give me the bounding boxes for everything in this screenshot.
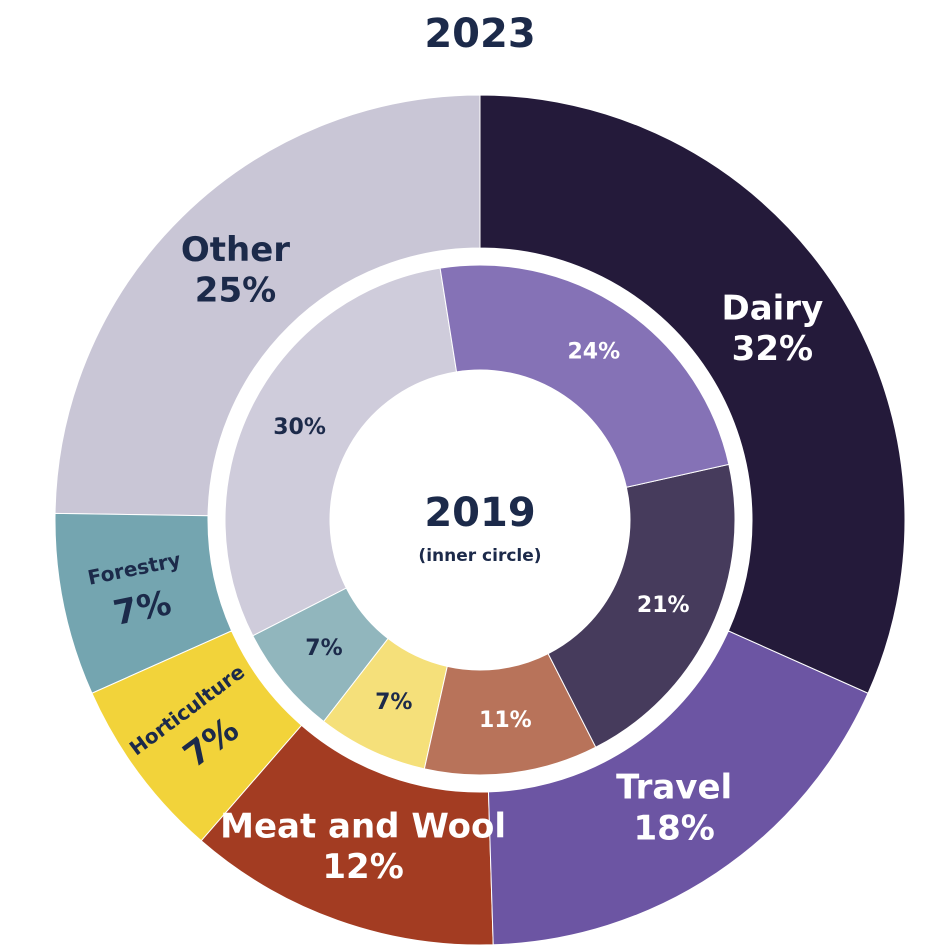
- donut-segment: [423, 652, 597, 776]
- segment-label: Meat and Wool: [220, 806, 506, 846]
- value-label: 7%: [305, 636, 342, 661]
- segment-label: Travel: [616, 767, 732, 807]
- donut-segment: [252, 587, 389, 723]
- donut-segment: [487, 630, 869, 946]
- donut-segment: [54, 512, 233, 694]
- donut-segment: [91, 630, 303, 842]
- value-label: 25%: [195, 271, 276, 311]
- value-label: 11%: [479, 708, 532, 733]
- donut-segment: [547, 463, 736, 748]
- center-subtitle: (inner circle): [418, 546, 541, 566]
- chart-title: 2023: [424, 11, 535, 57]
- donut-segment: [54, 94, 481, 517]
- value-label: 21%: [637, 593, 690, 618]
- value-label: 30%: [273, 415, 326, 440]
- value-label: 18%: [633, 808, 714, 848]
- center-title: 2019: [424, 490, 535, 536]
- value-label: 12%: [322, 847, 403, 887]
- donut-segment: [200, 724, 494, 946]
- value-label: 32%: [732, 329, 813, 369]
- donut-segment: [439, 264, 730, 488]
- value-label: 24%: [567, 340, 620, 365]
- value-label: 7%: [375, 690, 412, 715]
- segment-label: Dairy: [721, 288, 823, 328]
- donut-segment: [479, 94, 906, 694]
- donut-segment: [224, 267, 458, 637]
- donut-segment: [323, 637, 448, 770]
- segment-label: Other: [181, 230, 290, 270]
